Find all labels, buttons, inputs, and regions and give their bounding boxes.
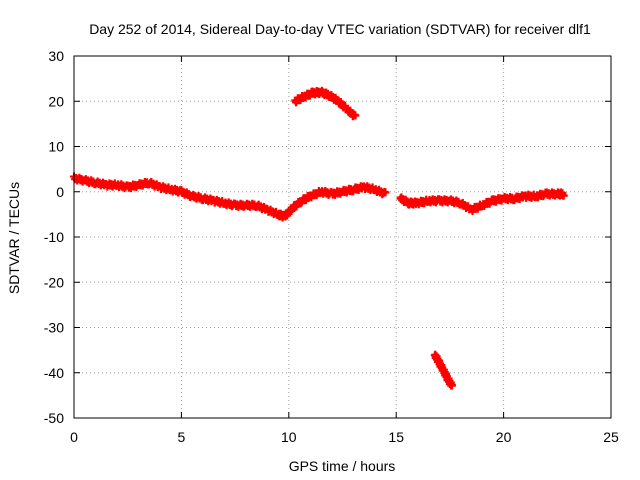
x-tick-label: 10 [281, 429, 297, 445]
y-axis-label: SDTVAR / TECUs [6, 182, 22, 294]
data-layer [70, 86, 568, 390]
y-tick-label: 10 [48, 139, 64, 155]
x-tick-label: 20 [496, 429, 512, 445]
series-main [70, 172, 390, 222]
chart-title: Day 252 of 2014, Sidereal Day-to-day VTE… [89, 21, 591, 37]
x-tick-label: 0 [70, 429, 78, 445]
y-tick-label: 0 [56, 184, 64, 200]
y-tick-label: -30 [44, 320, 64, 336]
x-tick-label: 5 [178, 429, 186, 445]
data-point [448, 381, 457, 390]
series-dip-low [430, 350, 457, 390]
y-tick-label: 20 [48, 93, 64, 109]
x-tick-label: 15 [388, 429, 404, 445]
y-tick-label: -40 [44, 365, 64, 381]
data-point [351, 111, 360, 120]
y-tick-label: -10 [44, 229, 64, 245]
axis-ticks: 0 5 10 15 20 25 30 20 10 0 -10 -20 -30 -40 -50 [44, 48, 619, 445]
data-point [381, 188, 390, 197]
y-tick-label: 30 [48, 48, 64, 64]
series-arc-high [291, 86, 360, 121]
y-tick-label: -20 [44, 274, 64, 290]
y-tick-label: -50 [44, 410, 64, 426]
x-axis-label: GPS time / hours [289, 458, 396, 474]
data-point [559, 191, 568, 200]
x-tick-label: 25 [603, 429, 619, 445]
series-segment-late [396, 188, 568, 215]
